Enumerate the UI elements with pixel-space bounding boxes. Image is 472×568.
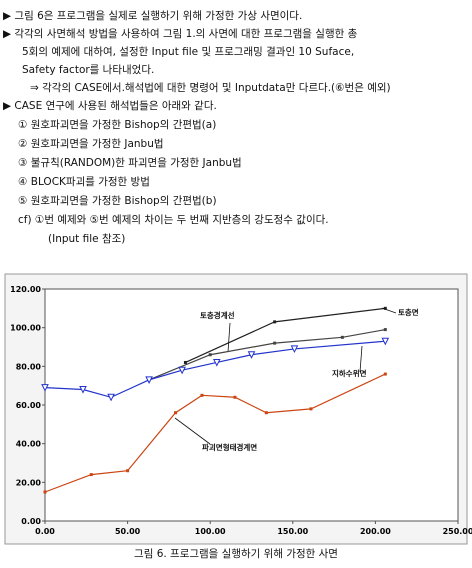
marker (208, 353, 212, 357)
marker (183, 360, 187, 364)
label-arrow (381, 307, 397, 314)
y-tick-label: 120.00 (10, 285, 41, 294)
marker (178, 366, 186, 375)
text-line: 5회의 예제에 대하여, 설정한 Input file 및 프로그래밍 결과인 … (22, 46, 355, 58)
marker (290, 345, 299, 354)
y-tick-label: 80.00 (16, 362, 42, 371)
x-tick-label: 250.00 (443, 527, 472, 536)
marker (383, 372, 387, 376)
text-line: ▶ 각각의 사면해석 방법을 사용하여 그림 1.의 사면에 대한 프로그램을 … (3, 28, 358, 40)
series-label: 파괴면형태경계면 (202, 442, 257, 452)
y-tick-label: 60.00 (16, 401, 42, 410)
text-line: cf) ①번 예제와 ⑤번 예제의 차이는 두 번째 지반층의 강도정수 값이다… (18, 214, 329, 226)
text-line: ④ BLOCK파괴를 가정한 방법 (18, 176, 150, 188)
marker (107, 393, 115, 402)
text-line: ▶ CASE 연구에 사용된 해석법들은 아래와 같다. (3, 100, 217, 112)
chart: 0.00 20.00 40.00 60.00 80.00 100.00 120.00 0.00… (4, 273, 472, 545)
x-tick-label: 150.00 (277, 527, 308, 536)
text-line: ③ 불규칙(RANDOM)한 파괴면을 가정한 Janbu법 (18, 157, 242, 169)
x-tick-label: 100.00 (195, 527, 226, 536)
text-line: (Input file 참조) (48, 233, 126, 245)
x-tick-label: 200.00 (360, 527, 391, 536)
text-line: Safety factor를 나타내었다. (22, 64, 155, 76)
marker (340, 335, 344, 339)
label-arrow (227, 322, 231, 353)
marker (89, 473, 93, 477)
label-arrow (174, 417, 211, 445)
series-label: 토층경계선 (200, 310, 235, 320)
y-tick-label: 20.00 (16, 478, 42, 487)
marker (233, 395, 237, 399)
label-arrow (359, 345, 363, 373)
y-tick-label: 100.00 (10, 324, 41, 333)
marker (273, 341, 277, 345)
marker (126, 469, 130, 473)
marker (174, 411, 178, 415)
marker (43, 490, 47, 494)
text-line: ⑤ 원호파괴면을 가정한 Bishop의 간편법(b) (18, 195, 217, 207)
series-label: 토층면 (398, 307, 419, 317)
y-tick-label: 0.00 (21, 517, 41, 526)
marker (383, 328, 387, 332)
marker (212, 358, 221, 367)
caption: 그림 6. 프로그램을 실행하기 위해 가정한 사면 (134, 548, 338, 560)
text-line: ① 원호파괴면을 가정한 Bishop의 간편법(a) (18, 119, 217, 131)
marker (273, 320, 277, 324)
marker (381, 337, 390, 346)
text-line: ▶ 그림 6은 프로그램을 실제로 실행하기 위해 가정한 가상 사면이다. (3, 10, 303, 22)
y-tick-label: 40.00 (16, 440, 42, 449)
x-tick-label: 50.00 (115, 527, 141, 536)
text-line: ② 원호파괴면을 가정한 Janbu법 (18, 138, 164, 150)
marker (247, 351, 256, 359)
marker (264, 411, 268, 415)
series-label: 지하수위면 (332, 368, 367, 378)
marker (79, 386, 87, 394)
marker (145, 376, 153, 384)
marker (383, 306, 387, 310)
marker (41, 384, 49, 392)
marker (309, 407, 313, 411)
text-line: ⇒ 각각의 CASE에서.해석법에 대한 명령어 및 Inputdata만 다르… (30, 82, 391, 94)
x-tick-label: 0.00 (35, 527, 55, 536)
marker (200, 393, 204, 397)
